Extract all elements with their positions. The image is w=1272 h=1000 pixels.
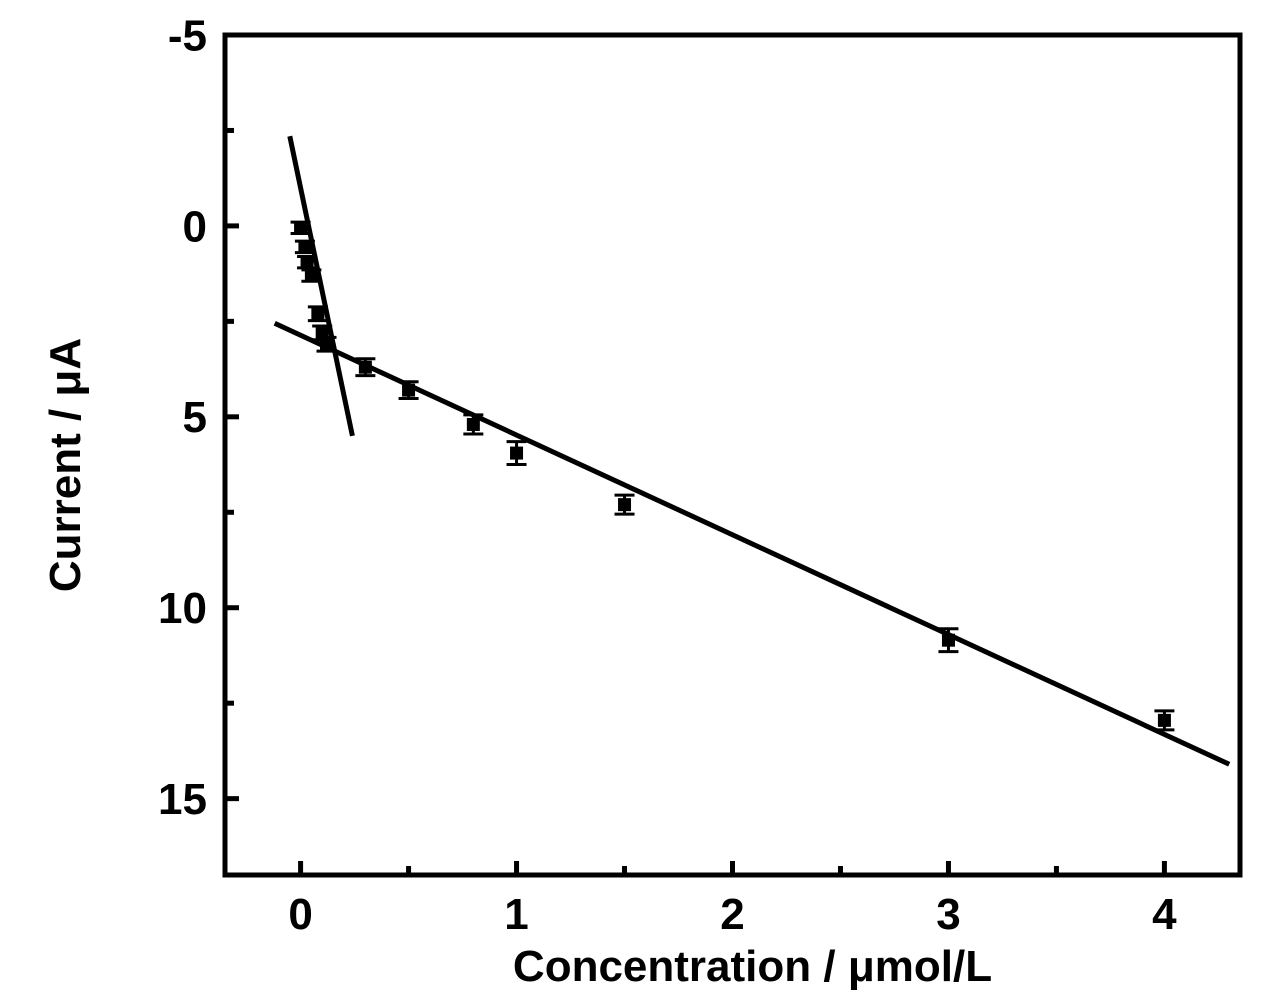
y-tick-label: 10 <box>158 584 207 633</box>
x-tick-label: 3 <box>936 890 960 939</box>
data-point <box>320 338 333 351</box>
y-tick-label: 0 <box>183 202 207 251</box>
data-point <box>402 384 415 397</box>
data-point <box>618 498 631 511</box>
x-tick-label: 0 <box>288 890 312 939</box>
data-point <box>510 447 523 460</box>
data-point <box>1158 714 1171 727</box>
data-point <box>301 256 314 269</box>
x-axis-label: Concentration / μmol/L <box>513 942 992 991</box>
chart-container: 0 1 2 3 4 -5 0 5 10 15 Concentration / μmol/L Curre… <box>0 0 1272 1000</box>
y-tick-label: -5 <box>168 11 207 60</box>
data-point <box>305 269 318 282</box>
x-tick-label: 1 <box>504 890 528 939</box>
data-point <box>294 221 307 234</box>
data-point <box>942 634 955 647</box>
y-tick-label: 5 <box>183 393 207 442</box>
data-point <box>359 361 372 374</box>
data-point <box>311 307 324 320</box>
x-tick-label: 4 <box>1152 890 1177 939</box>
x-tick-label: 2 <box>720 890 744 939</box>
data-point <box>467 418 480 431</box>
y-axis-label: Current / μA <box>41 338 90 592</box>
calibration-chart: 0 1 2 3 4 -5 0 5 10 15 Concentration / μmol/L Curre… <box>0 0 1272 1000</box>
data-point <box>298 240 311 253</box>
y-tick-label: 15 <box>158 775 207 824</box>
